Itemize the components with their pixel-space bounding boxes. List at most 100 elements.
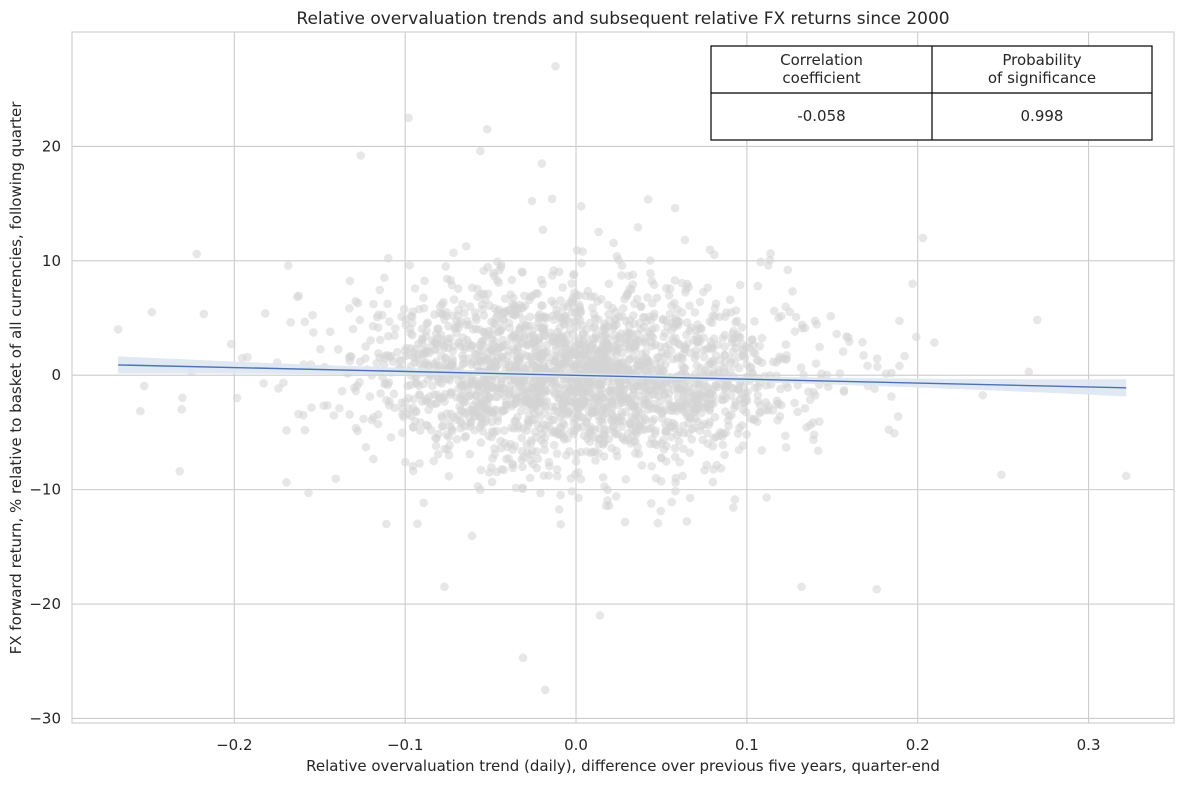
data-point [684, 418, 693, 428]
data-point [345, 303, 354, 313]
data-point [677, 353, 686, 362]
data-point [459, 358, 469, 368]
data-point [378, 372, 387, 382]
data-point [433, 333, 442, 343]
data-point [537, 348, 547, 357]
data-point [832, 329, 841, 339]
data-point [437, 411, 446, 421]
data-point [525, 352, 535, 361]
data-point [408, 403, 418, 413]
data-point [539, 364, 549, 374]
scatter-points [113, 62, 1131, 695]
data-point [359, 414, 368, 424]
data-point [595, 423, 604, 433]
data-point [870, 384, 879, 393]
data-point [773, 415, 782, 425]
data-point [665, 284, 675, 293]
data-point [388, 357, 398, 366]
data-point [930, 338, 939, 347]
data-point [673, 392, 683, 402]
data-point [750, 317, 759, 326]
data-point [629, 384, 639, 394]
data-point [385, 317, 394, 326]
data-point [510, 301, 519, 311]
data-point [799, 370, 808, 380]
data-point [467, 531, 477, 541]
plot-area-frame [71, 31, 1175, 724]
data-point [175, 467, 184, 476]
y-tick-label: 20 [42, 137, 61, 155]
data-point [446, 275, 455, 285]
data-point [671, 333, 680, 343]
data-point [629, 343, 639, 353]
data-point [525, 473, 535, 483]
data-point [755, 400, 765, 410]
data-point [809, 435, 818, 445]
data-point [528, 403, 538, 413]
data-point [637, 461, 647, 470]
data-point [400, 457, 410, 467]
data-point [695, 297, 705, 307]
data-point [486, 361, 495, 371]
data-point [494, 278, 503, 288]
data-point [684, 381, 693, 391]
data-point [563, 434, 572, 443]
data-point [390, 324, 400, 333]
data-point [493, 413, 503, 422]
data-point [611, 492, 621, 501]
data-point [536, 411, 545, 420]
data-point [718, 440, 728, 450]
data-point [416, 418, 425, 427]
data-point [591, 456, 600, 465]
chart-title: Relative overvaluation trends and subseq… [296, 9, 949, 29]
data-point [475, 423, 485, 432]
y-tick-label: −20 [29, 595, 61, 613]
data-point [685, 448, 695, 457]
data-point [419, 293, 428, 303]
data-point [518, 424, 528, 433]
data-point [597, 392, 606, 402]
data-point [594, 315, 603, 324]
data-point [460, 422, 469, 431]
data-point [523, 360, 532, 370]
data-point [605, 394, 615, 404]
data-point [735, 280, 745, 290]
data-point [610, 320, 619, 330]
x-axis-label: Relative overvaluation trend (daily), di… [306, 757, 940, 775]
data-point [738, 405, 748, 414]
data-point [431, 433, 440, 443]
data-point [603, 425, 612, 435]
data-point [580, 362, 590, 372]
data-point [443, 444, 452, 454]
data-point [226, 339, 236, 349]
y-axis-ticks: −30 −20 −10 0 10 20 [29, 137, 61, 727]
stats-table-header-probability: Probability of significance [988, 51, 1096, 87]
data-point [446, 409, 456, 419]
data-point [576, 201, 586, 211]
data-point [511, 483, 521, 493]
data-point [859, 351, 868, 360]
x-tick-label: 0.1 [735, 736, 759, 754]
data-point [607, 386, 617, 395]
data-point [537, 159, 547, 168]
data-point [512, 412, 522, 422]
data-point [540, 424, 550, 434]
data-point [408, 461, 418, 471]
data-point [477, 337, 486, 346]
data-point [643, 293, 652, 302]
data-point [518, 483, 527, 492]
x-tick-label: 0.0 [564, 736, 588, 754]
data-point [438, 309, 447, 319]
data-point [617, 261, 627, 270]
data-point [490, 304, 499, 313]
data-point [300, 425, 310, 435]
data-point [410, 284, 420, 293]
data-point [776, 311, 786, 321]
data-point [685, 326, 694, 336]
data-point [609, 238, 618, 248]
data-point [406, 311, 416, 321]
data-point [533, 454, 543, 463]
data-point [720, 350, 730, 360]
data-point [446, 388, 456, 398]
data-point [376, 389, 385, 398]
